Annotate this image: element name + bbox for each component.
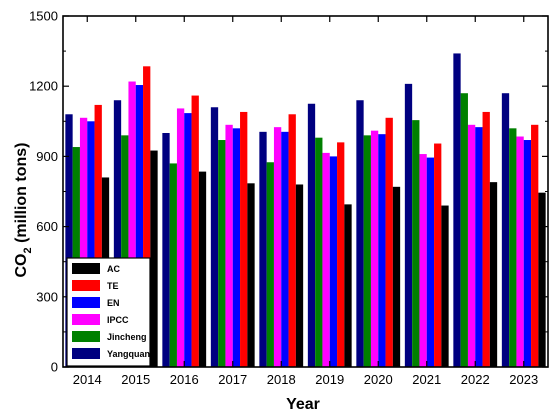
legend-swatch-en — [72, 297, 100, 308]
bar-yangquan-2022 — [453, 53, 461, 367]
y-tick-label: 900 — [36, 149, 58, 164]
y-tick-label: 0 — [51, 360, 58, 375]
bar-ac-2019 — [344, 204, 352, 367]
legend-box — [66, 257, 151, 367]
bar-en-2022 — [475, 127, 483, 368]
bar-yangquan-2020 — [356, 100, 364, 368]
x-tick-label-2021: 2021 — [412, 372, 441, 387]
bar-te-2018 — [288, 114, 296, 367]
bar-yangquan-2016 — [162, 133, 170, 367]
bar-yangquan-2014 — [65, 114, 73, 367]
bars-layer — [65, 53, 546, 368]
legend: AC TE EN IPCC Jincheng Yangquan — [66, 257, 151, 367]
bar-en-2020 — [378, 134, 386, 367]
legend-swatch-jincheng — [72, 331, 100, 342]
bar-jincheng-2021 — [412, 120, 420, 367]
x-tick-label-2019: 2019 — [315, 372, 344, 387]
bar-en-2015 — [135, 85, 144, 367]
bar-te-2022 — [482, 111, 490, 367]
bar-jincheng-2020 — [363, 135, 371, 367]
x-tick-label-2014: 2014 — [73, 372, 102, 387]
bar-en-2021 — [426, 157, 435, 367]
bar-jincheng-2016 — [169, 163, 177, 367]
legend-label-ipcc: IPCC — [107, 315, 129, 325]
bar-ipcc-2022 — [467, 124, 476, 367]
x-tick-label-2020: 2020 — [364, 372, 393, 387]
bar-ipcc-2019 — [322, 152, 330, 367]
bar-en-2017 — [232, 128, 241, 367]
bar-te-2015 — [143, 66, 151, 367]
bar-jincheng-2014 — [72, 147, 80, 367]
bar-te-2017 — [240, 111, 248, 367]
y-tick-label: 300 — [36, 289, 58, 304]
bar-ac-2021 — [441, 205, 449, 367]
legend-swatch-ac — [72, 263, 100, 274]
x-tick-label-2018: 2018 — [267, 372, 296, 387]
bar-en-2023 — [523, 140, 532, 367]
bar-ipcc-2016 — [176, 108, 185, 368]
bar-jincheng-2015 — [121, 135, 129, 367]
x-tick-label-2017: 2017 — [218, 372, 247, 387]
bar-jincheng-2017 — [218, 140, 226, 367]
bar-yangquan-2021 — [404, 83, 413, 368]
bar-te-2019 — [337, 142, 345, 367]
bar-ipcc-2021 — [419, 154, 427, 367]
legend-label-en: EN — [107, 298, 120, 308]
bar-te-2021 — [434, 143, 442, 367]
legend-label-ac: AC — [107, 264, 120, 274]
bar-en-2014 — [87, 121, 95, 367]
bar-en-2018 — [281, 131, 289, 367]
legend-swatch-ipcc — [72, 314, 100, 325]
bar-en-2019 — [329, 156, 338, 367]
bar-ipcc-2015 — [128, 81, 136, 368]
axes-layer: 0 300 600 900 1200 1500 2014 2015 2016 2017 2018 20… — [29, 9, 549, 387]
bar-yangquan-2017 — [210, 107, 219, 367]
y-tick-label: 1200 — [29, 79, 58, 94]
bar-te-2020 — [385, 117, 393, 367]
bar-ipcc-2023 — [516, 136, 524, 367]
bar-yangquan-2015 — [113, 100, 122, 368]
legend-swatch-yangquan — [72, 348, 100, 359]
bar-ac-2016 — [198, 171, 207, 367]
y-tick-label: 1500 — [29, 9, 58, 24]
bar-jincheng-2023 — [509, 128, 517, 367]
bar-te-2014 — [94, 104, 102, 368]
bar-jincheng-2022 — [460, 93, 468, 367]
bar-ac-2023 — [538, 192, 546, 367]
bar-ac-2017 — [247, 183, 255, 367]
bar-yangquan-2023 — [501, 93, 510, 367]
bar-ipcc-2018 — [273, 127, 282, 368]
y-axis-title: CO2 (million tons) — [13, 143, 34, 278]
x-tick-label-2022: 2022 — [461, 372, 490, 387]
bar-ac-2015 — [150, 150, 158, 367]
bar-en-2016 — [184, 113, 192, 367]
legend-swatch-te — [72, 280, 100, 291]
bar-ipcc-2017 — [225, 124, 233, 367]
bar-yangquan-2019 — [307, 103, 316, 367]
bar-ipcc-2020 — [370, 130, 379, 367]
bar-ac-2018 — [295, 184, 304, 367]
x-axis-title: Year — [286, 396, 320, 413]
bar-yangquan-2018 — [259, 131, 267, 367]
x-tick-label-2015: 2015 — [121, 372, 150, 387]
x-tick-label-2023: 2023 — [509, 372, 538, 387]
bar-ipcc-2014 — [79, 117, 88, 367]
bar-ac-2022 — [489, 182, 498, 367]
bar-te-2016 — [191, 95, 199, 367]
legend-label-yangquan: Yangquan — [107, 349, 150, 359]
bar-ac-2020 — [392, 186, 401, 367]
bar-te-2023 — [531, 124, 539, 367]
legend-label-te: TE — [107, 281, 119, 291]
bar-jincheng-2018 — [266, 162, 274, 367]
legend-label-jincheng: Jincheng — [107, 332, 147, 342]
bar-jincheng-2019 — [315, 137, 323, 367]
x-tick-label-2016: 2016 — [170, 372, 199, 387]
y-tick-label: 600 — [36, 219, 58, 234]
